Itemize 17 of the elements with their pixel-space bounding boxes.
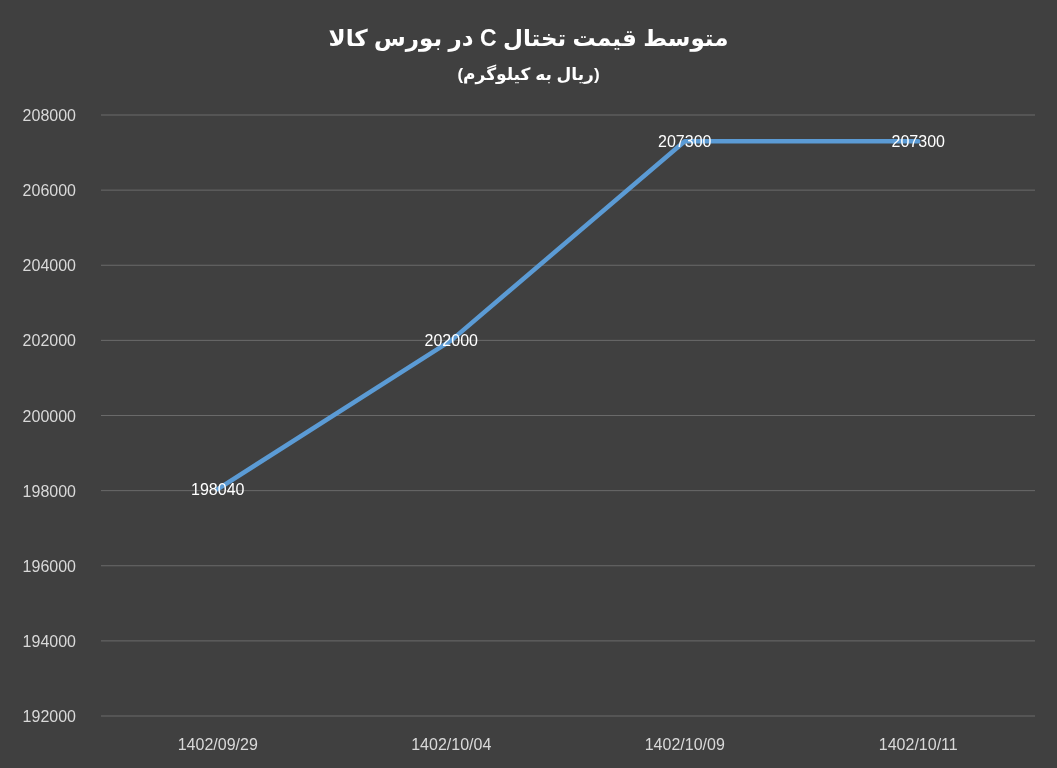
y-tick-label: 194000: [22, 632, 77, 650]
y-tick-label: 206000: [22, 182, 77, 200]
y-tick-label: 198000: [22, 482, 77, 500]
x-tick-label: 1402/10/09: [644, 736, 725, 753]
chart-subtitle: (ریال به کیلوگرم): [457, 64, 600, 85]
y-tick-label: 208000: [22, 107, 77, 124]
y-tick-label: 204000: [22, 257, 77, 275]
x-tick-label: 1402/10/04: [411, 736, 492, 753]
data-label: 198040: [191, 481, 245, 499]
x-tick-label: 1402/10/11: [878, 736, 958, 753]
y-tick-label: 200000: [22, 407, 77, 425]
x-tick-label: 1402/09/29: [177, 736, 258, 753]
chart-title: متوسط قیمت تختال C در بورس کالا: [328, 25, 729, 52]
y-tick-label: 196000: [22, 557, 77, 575]
y-tick-label: 202000: [22, 332, 77, 350]
data-label: 207300: [891, 133, 946, 151]
y-tick-label: 192000: [22, 708, 77, 725]
